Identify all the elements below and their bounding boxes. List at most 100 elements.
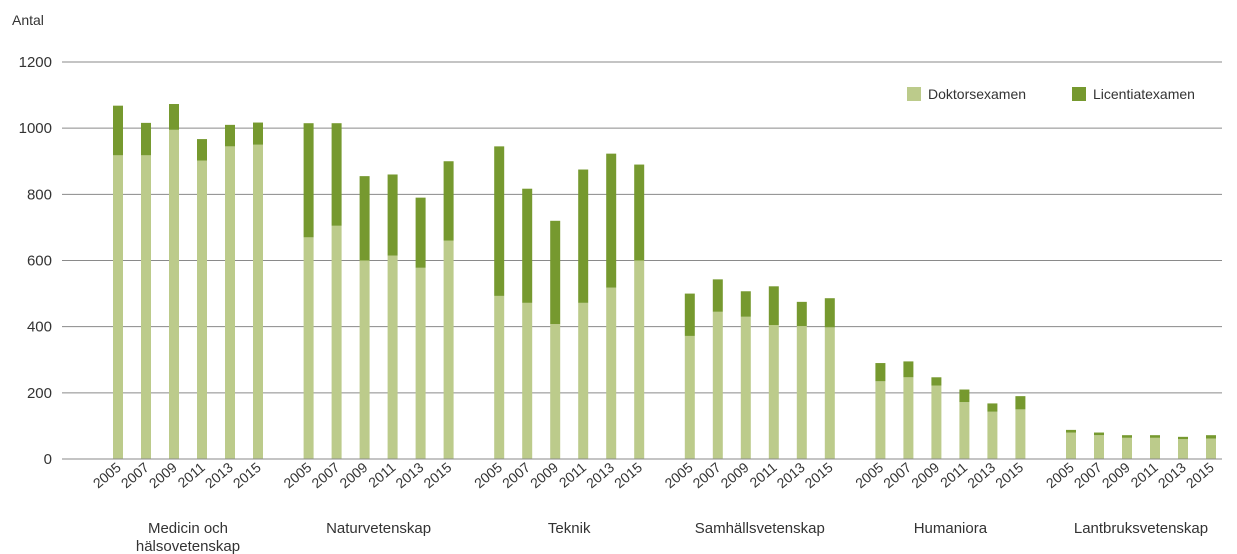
x-tick-label: 2013 [392,459,426,491]
x-tick-label: 2009 [908,459,942,491]
legend: Doktorsexamen Licentiatexamen [907,86,1195,102]
bar-licentiatexamen [550,220,561,325]
bar-licentiatexamen [1206,435,1216,439]
bar-licentiatexamen [331,123,342,226]
bar-doktorsexamen [796,326,807,459]
bar-doktorsexamen [634,260,645,459]
bar-doktorsexamen [578,302,589,459]
bar-licentiatexamen [1094,432,1104,436]
x-tick-label: 2013 [1155,459,1189,491]
x-tick-label: 2009 [336,459,370,491]
bar-licentiatexamen [415,197,426,268]
group-label: hälsovetenskap [136,538,240,554]
bar-licentiatexamen [987,403,998,412]
bar-licentiatexamen [824,298,835,328]
bar-doktorsexamen [987,411,998,459]
bar-licentiatexamen [113,105,123,156]
bar-doktorsexamen [387,255,398,459]
y-tick-label: 600 [27,253,52,270]
x-tick-label: 2009 [718,459,752,491]
bar-doktorsexamen [225,146,235,460]
y-axis-label: Antal [12,12,44,28]
x-tick-label: 2015 [802,459,836,491]
bar-doktorsexamen [959,402,970,459]
x-tick-label: 2007 [308,459,342,491]
bar-licentiatexamen [959,389,970,403]
x-tick-label: 2007 [118,459,152,491]
group-label: Teknik [548,520,591,537]
group-label: Medicin och [148,520,228,537]
bar-doktorsexamen [1206,438,1216,459]
x-tick-label: 2015 [230,459,264,491]
bar-licentiatexamen [494,146,505,296]
x-tick-label: 2011 [746,459,780,491]
bar-doktorsexamen [494,295,505,459]
x-tick-label: 2005 [471,459,505,491]
bar-doktorsexamen [253,144,263,460]
y-tick-label: 800 [27,186,52,203]
bar-licentiatexamen [796,301,807,327]
bar-doktorsexamen [931,385,942,459]
x-tick-label: 2005 [280,459,314,491]
x-tick-label: 2011 [175,459,209,491]
x-tick-label: 2013 [202,459,236,491]
legend-label-doktorsexamen: Doktorsexamen [928,86,1026,102]
bar-licentiatexamen [606,153,617,288]
bar-doktorsexamen [1150,437,1160,459]
group-label: Samhällsvetenskap [695,520,825,537]
bar-licentiatexamen [712,279,723,312]
bar-doktorsexamen [684,335,695,459]
y-tick-label: 1000 [19,120,52,137]
legend-swatch-licentiatexamen [1072,87,1086,101]
bar-doktorsexamen [415,267,426,459]
bar-licentiatexamen [197,139,207,161]
y-tick-label: 400 [27,319,52,336]
bar-licentiatexamen [443,161,454,241]
x-tick-label: 2011 [556,459,590,491]
bar-doktorsexamen [1178,439,1188,459]
bar-doktorsexamen [550,324,561,459]
x-tick-label: 2013 [583,459,617,491]
x-tick-label: 2015 [611,459,645,491]
bar-licentiatexamen [387,174,398,256]
bar-licentiatexamen [1150,435,1160,438]
group-label: Lantbruksvetenskap [1074,520,1208,537]
x-tick-label: 2005 [852,459,886,491]
bar-doktorsexamen [1094,435,1104,459]
x-tick-label: 2007 [690,459,724,491]
bar-licentiatexamen [768,286,779,326]
bar-licentiatexamen [1122,435,1132,438]
x-tick-label: 2011 [1128,459,1162,491]
bar-licentiatexamen [225,124,235,147]
x-tick-label: 2005 [662,459,696,491]
x-tick-label: 2007 [880,459,914,491]
x-tick-label: 2009 [146,459,180,491]
bar-licentiatexamen [634,164,645,261]
bar-doktorsexamen [331,225,342,459]
bar-doktorsexamen [141,155,151,460]
x-tick-label: 2015 [420,459,454,491]
bar-licentiatexamen [578,169,589,303]
bar-doktorsexamen [712,311,723,459]
bar-doktorsexamen [169,129,179,459]
bar-doktorsexamen [768,325,779,459]
x-tick-label: 2013 [774,459,808,491]
x-tick-label: 2011 [365,459,399,491]
x-tick-label: 2009 [1099,459,1133,491]
bar-licentiatexamen [1015,396,1026,410]
bar-licentiatexamen [1066,429,1076,433]
bar-doktorsexamen [197,160,207,460]
bar-licentiatexamen [931,377,942,386]
bar-doktorsexamen [359,260,370,459]
bar-licentiatexamen [141,122,151,156]
bar-licentiatexamen [684,293,695,336]
x-tick-label: 2005 [1043,459,1077,491]
bar-licentiatexamen [903,361,914,378]
x-tick-label: 2011 [937,459,971,491]
bars [62,104,1222,460]
bar-doktorsexamen [522,302,533,459]
bar-doktorsexamen [1015,409,1026,459]
